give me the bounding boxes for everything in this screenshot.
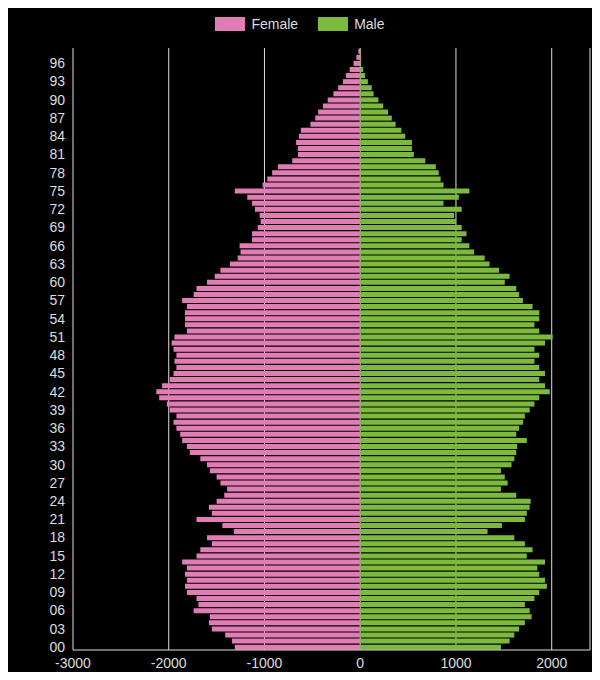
svg-text:81: 81 <box>49 146 65 162</box>
svg-text:09: 09 <box>49 584 65 600</box>
svg-text:-2000: -2000 <box>151 655 187 671</box>
svg-text:39: 39 <box>49 402 65 418</box>
svg-text:12: 12 <box>49 566 65 582</box>
svg-text:57: 57 <box>49 292 65 308</box>
svg-text:15: 15 <box>49 548 65 564</box>
svg-text:1000: 1000 <box>440 655 471 671</box>
svg-text:54: 54 <box>49 311 65 327</box>
svg-text:30: 30 <box>49 457 65 473</box>
svg-text:27: 27 <box>49 475 65 491</box>
html-text:Female: Female <box>251 16 299 32</box>
svg-text:93: 93 <box>49 73 65 89</box>
svg-text:96: 96 <box>49 55 65 71</box>
html-text:Male: Male <box>354 16 385 32</box>
svg-text:63: 63 <box>49 256 65 272</box>
svg-text:78: 78 <box>49 165 65 181</box>
svg-text:48: 48 <box>49 347 65 363</box>
svg-text:-1000: -1000 <box>247 655 283 671</box>
svg-text:36: 36 <box>49 420 65 436</box>
svg-text:33: 33 <box>49 438 65 454</box>
svg-text:42: 42 <box>49 384 65 400</box>
svg-text:00: 00 <box>49 639 65 655</box>
svg-text:72: 72 <box>49 201 65 217</box>
svg-text:87: 87 <box>49 110 65 126</box>
svg-text:60: 60 <box>49 274 65 290</box>
svg-text:90: 90 <box>49 92 65 108</box>
svg-text:-3000: -3000 <box>55 655 91 671</box>
svg-text:2000: 2000 <box>536 655 567 671</box>
svg-text:51: 51 <box>49 329 65 345</box>
svg-text:24: 24 <box>49 493 65 509</box>
svg-text:18: 18 <box>49 529 65 545</box>
svg-text:66: 66 <box>49 238 65 254</box>
svg-text:45: 45 <box>49 365 65 381</box>
svg-text:75: 75 <box>49 183 65 199</box>
svg-text:0: 0 <box>356 655 364 671</box>
svg-text:84: 84 <box>49 128 65 144</box>
svg-text:69: 69 <box>49 219 65 235</box>
svg-text:03: 03 <box>49 621 65 637</box>
svg-text:21: 21 <box>49 511 65 527</box>
svg-text:06: 06 <box>49 602 65 618</box>
